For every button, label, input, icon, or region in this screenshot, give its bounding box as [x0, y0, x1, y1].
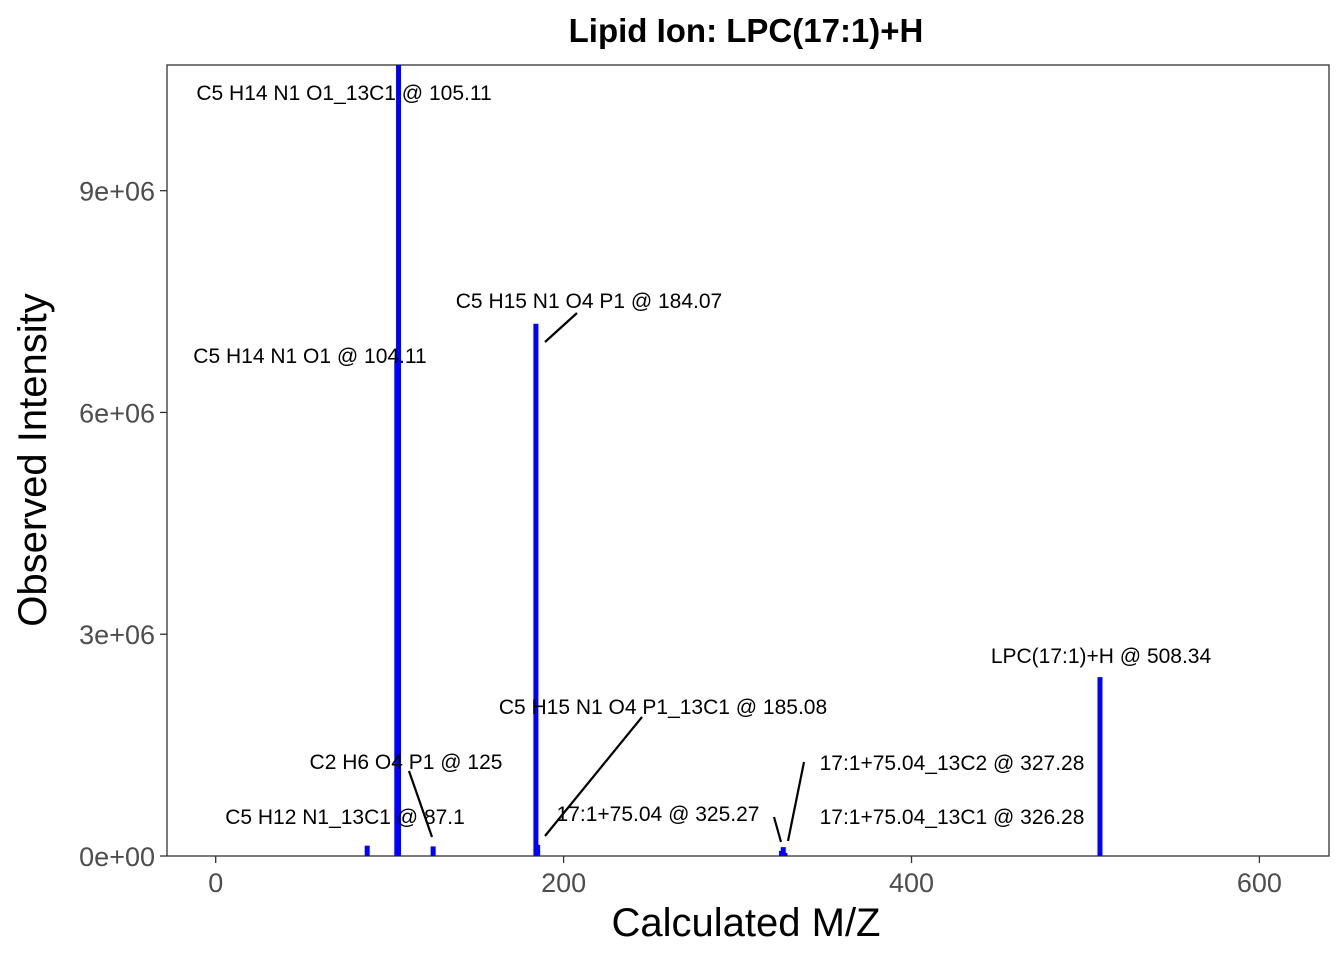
peak-label: C5 H14 N1 O1 @ 104.11 [193, 345, 426, 368]
x-tick-label: 600 [1237, 868, 1282, 898]
chart-title: Lipid Ion: LPC(17:1)+H [569, 12, 924, 49]
peak-label: C5 H15 N1 O4 P1 @ 184.07 [456, 290, 722, 313]
peak-bar [533, 323, 539, 857]
x-axis-title: Calculated M/Z [612, 901, 881, 945]
x-axis: 0 200 400 600 [208, 856, 1282, 898]
label-leader-line [544, 716, 643, 837]
y-tick-label: 3e+06 [79, 620, 155, 650]
peak-bars [364, 65, 1103, 857]
label-leader-line [544, 312, 578, 343]
peak-labels: C5 H12 N1_13C1 @ 87.1 C5 H14 N1 O1 @ 104.… [193, 82, 1212, 843]
y-axis: 0e+00 3e+06 6e+06 9e+06 [79, 177, 167, 872]
peak-bar [782, 853, 788, 856]
peak-label: 17:1+75.04_13C1 @ 326.28 [820, 806, 1085, 829]
peak-label: 17:1+75.04_13C2 @ 327.28 [820, 752, 1085, 775]
x-tick-label: 0 [208, 868, 223, 898]
plot-panel [166, 64, 1330, 857]
peak-label: LPC(17:1)+H @ 508.34 [991, 645, 1212, 668]
peak-bar [780, 847, 786, 856]
y-tick-label: 9e+06 [79, 177, 155, 207]
peak-label: C5 H14 N1 O1_13C1 @ 105.11 [196, 82, 491, 105]
peak-label: 17:1+75.04 @ 325.27 [557, 803, 760, 826]
label-leader-line [786, 761, 806, 842]
peak-bar [535, 844, 541, 856]
y-tick-label: 6e+06 [79, 398, 155, 428]
x-tick-label: 200 [541, 868, 586, 898]
label-leader-line [407, 770, 434, 838]
y-tick-label: 0e+00 [79, 842, 155, 872]
peak-bar [430, 846, 436, 856]
peak-bar [364, 845, 370, 856]
peak-bar [396, 65, 402, 856]
peak-label: C5 H15 N1 O4 P1_13C1 @ 185.08 [499, 696, 827, 719]
x-tick-label: 400 [889, 868, 934, 898]
peak-label: C2 H6 O4 P1 @ 125 [310, 751, 503, 774]
peak-label: C5 H12 N1_13C1 @ 87.1 [225, 806, 465, 829]
y-axis-title: Observed Intensity [11, 293, 55, 627]
peak-bar [1097, 677, 1103, 856]
label-leader-line [772, 816, 783, 843]
